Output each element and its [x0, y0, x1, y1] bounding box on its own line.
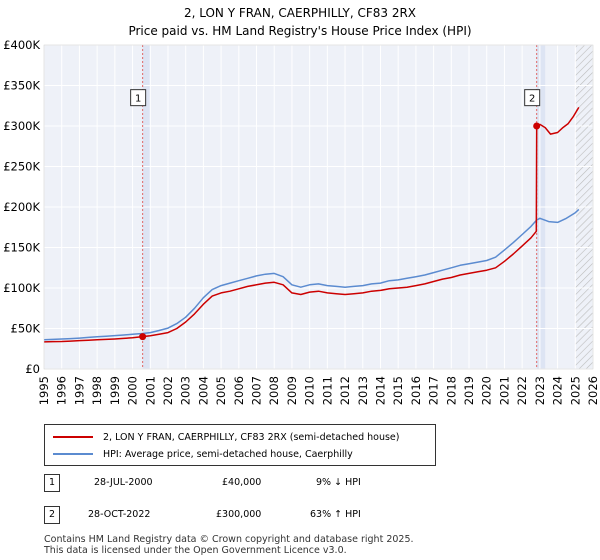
x-tick-label: 2012 [338, 376, 352, 405]
sale-date: 28-JUL-2000 [94, 477, 153, 488]
legend: 2, LON Y FRAN, CAERPHILLY, CF83 2RX (sem… [44, 424, 436, 466]
sale-label-box [130, 89, 147, 107]
y-tick-label: £50K [11, 322, 41, 336]
x-tick-label: 2020 [480, 376, 494, 405]
x-tick-label: 2005 [214, 376, 228, 405]
price-chart: £0 £50K £100K £150K £200K £250K £300K £350K £400… [3, 38, 600, 405]
x-tick-label: 2011 [320, 376, 334, 405]
x-tick-label: 2003 [179, 376, 193, 405]
hpi-line [43, 208, 580, 341]
x-tick-label: 2004 [196, 376, 210, 405]
y-tick-label: £300K [3, 119, 40, 133]
sale-label-number: 2 [529, 94, 535, 105]
x-tick-label: 2006 [232, 376, 246, 405]
legend-label-property: 2, LON Y FRAN, CAERPHILLY, CF83 2RX (sem… [103, 431, 400, 443]
sale-point [533, 122, 541, 130]
sale-date: 28-OCT-2022 [88, 509, 151, 520]
sale-hpi-delta: 63% ↑ HPI [310, 509, 361, 520]
x-tick-label: 1999 [108, 376, 122, 405]
y-tick-label: £150K [3, 241, 40, 255]
x-tick-label: 2017 [427, 376, 441, 405]
x-tick-label: 2000 [126, 376, 140, 405]
chart-title: 2, LON Y FRAN, CAERPHILLY, CF83 2RX [183, 6, 417, 20]
x-tick-label: 2021 [497, 376, 511, 405]
plot-frame [43, 44, 594, 370]
legend-item-property: 2, LON Y FRAN, CAERPHILLY, CF83 2RX (sem… [53, 430, 399, 444]
x-tick-label: 2008 [267, 376, 281, 405]
sale-row-2: 2 28-OCT-2022 £300,000 63% ↑ HPI [44, 506, 464, 526]
x-tick-label: 1996 [55, 376, 69, 405]
sale-number-badge: 2 [44, 506, 60, 524]
x-tick-label: 2010 [303, 376, 317, 405]
legend-item-hpi: HPI: Average price, semi-detached house,… [53, 447, 353, 461]
x-tick-label: 2025 [568, 376, 582, 405]
x-tick-label: 1995 [37, 376, 51, 405]
footer-licence: This data is licensed under the Open Gov… [44, 545, 347, 556]
x-tick-label: 2015 [391, 376, 405, 405]
legend-swatch-property [53, 436, 93, 438]
x-tick-label: 2001 [143, 376, 157, 405]
y-tick-label: £250K [3, 160, 40, 174]
legend-swatch-hpi [53, 453, 93, 455]
y-tick-label: £200K [3, 200, 40, 214]
x-tick-label: 2026 [586, 376, 600, 405]
x-tick-label: 2023 [533, 376, 547, 405]
y-tick-label: £100K [3, 281, 40, 295]
x-tick-label: 2018 [444, 376, 458, 405]
x-tick-label: 1997 [72, 376, 86, 405]
x-tick-label: 2019 [462, 376, 476, 405]
sale-row-1: 1 28-JUL-2000 £40,000 9% ↓ HPI [44, 474, 464, 494]
x-tick-label: 2014 [373, 376, 387, 405]
x-tick-label: 2016 [409, 376, 423, 405]
sale-hpi-delta: 9% ↓ HPI [316, 477, 361, 488]
x-tick-label: 2009 [285, 376, 299, 405]
x-tick-label: 2002 [161, 376, 175, 405]
x-tick-label: 1998 [90, 376, 104, 405]
sale-number-badge: 1 [44, 474, 60, 492]
sale-label-number: 1 [135, 94, 141, 105]
sale-label-box [524, 89, 541, 107]
sale-price: £300,000 [216, 509, 262, 520]
x-tick-label: 2013 [356, 376, 370, 405]
x-tick-label: 2024 [551, 376, 565, 405]
sale-price: £40,000 [222, 477, 262, 488]
y-tick-label: £400K [3, 38, 40, 52]
legend-label-hpi: HPI: Average price, semi-detached house,… [103, 448, 353, 460]
x-tick-label: 2007 [250, 376, 264, 405]
x-tick-label: 2022 [515, 376, 529, 405]
y-tick-label: £350K [3, 79, 40, 93]
sale-point [139, 333, 147, 341]
chart-subtitle: Price paid vs. HM Land Registry's House … [128, 24, 472, 38]
y-tick-label: £0 [25, 362, 40, 376]
footer-copyright: Contains HM Land Registry data © Crown c… [44, 534, 414, 545]
